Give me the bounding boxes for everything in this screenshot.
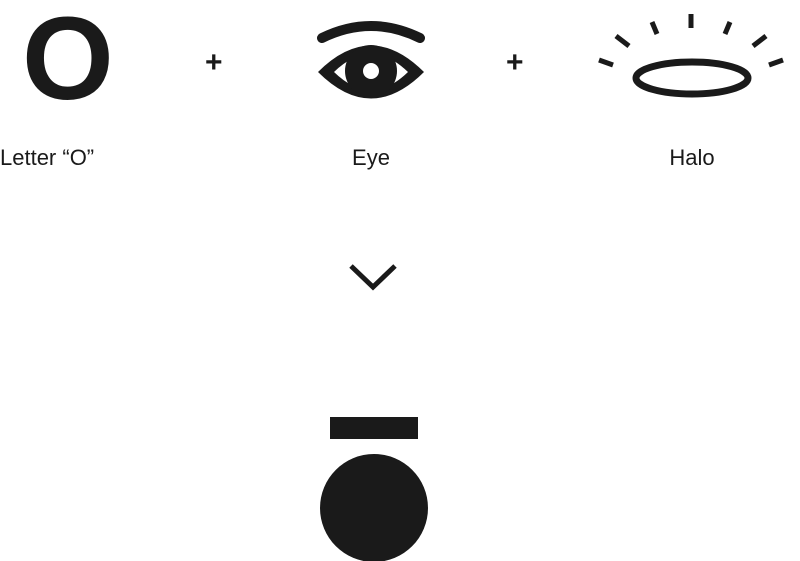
chevron-down-icon <box>349 264 397 291</box>
label-halo: Halo <box>669 145 715 170</box>
label-letter-o: Letter “O” <box>0 145 95 170</box>
plus-sign: + <box>506 46 524 79</box>
halo-icon <box>598 14 784 98</box>
eye-icon <box>317 21 425 99</box>
plus-sign: + <box>205 46 223 79</box>
letter-o-glyph: O <box>22 0 114 125</box>
label-eye: Eye <box>352 145 390 170</box>
logo-mark-icon <box>320 417 428 561</box>
